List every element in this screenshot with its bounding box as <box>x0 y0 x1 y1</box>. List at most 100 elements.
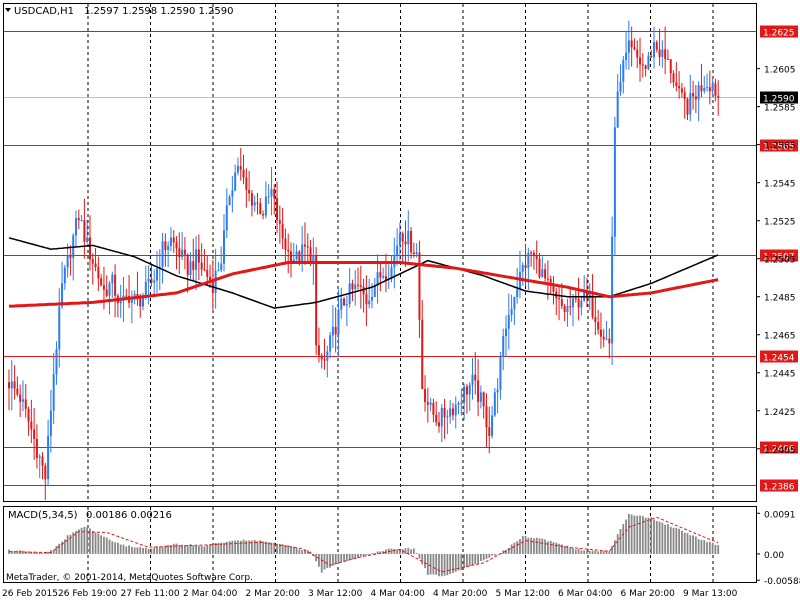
macd-bar <box>426 553 429 575</box>
candle-body <box>633 47 636 50</box>
macd-bar <box>270 542 273 554</box>
macd-bar <box>429 553 432 575</box>
candle-body <box>585 291 588 298</box>
candle-body <box>608 338 611 344</box>
candle-body <box>711 83 714 92</box>
macd-bar <box>507 547 510 554</box>
macd-bar <box>111 541 114 554</box>
candle-body <box>77 218 80 221</box>
macd-label: MACD(5,34,5) <box>8 510 78 521</box>
macd-bar <box>694 536 697 554</box>
candle-body <box>510 308 513 315</box>
candle-body <box>404 241 407 245</box>
candle-body <box>245 177 248 190</box>
candle-body <box>340 298 343 310</box>
macd-bar <box>301 550 304 554</box>
candle-body <box>326 351 329 361</box>
macd-bar <box>706 542 708 554</box>
candle-body <box>125 295 128 297</box>
macd-bar <box>491 553 493 556</box>
macd-bar <box>569 547 572 554</box>
macd-bar <box>466 553 468 568</box>
candle-body <box>666 59 669 61</box>
macd-bar <box>72 532 75 554</box>
candle-body <box>627 40 630 53</box>
macd-bar <box>116 542 119 554</box>
candle-body <box>689 93 692 115</box>
candle-body <box>664 49 667 60</box>
macd-bar <box>290 546 292 554</box>
macd-bar <box>94 532 97 554</box>
macd-bar <box>627 513 630 554</box>
candle-body <box>147 278 150 282</box>
candle-body <box>658 49 661 57</box>
candle-body <box>396 245 399 256</box>
candle-body <box>267 196 270 198</box>
time-axis: 26 Feb 2015 26 Feb 19:00 27 Feb 11:00 2 Mar… <box>2 589 738 599</box>
macd-bar <box>38 552 41 554</box>
candle-body <box>613 127 616 237</box>
candle-body <box>312 255 315 264</box>
candle-body <box>343 298 346 306</box>
macd-bar <box>156 546 158 554</box>
level-price-tag <box>760 139 798 152</box>
triangle-down-icon[interactable] <box>5 8 11 12</box>
macd-bar <box>242 539 245 554</box>
candle-body <box>384 276 387 281</box>
level-price-label: 1.2386 <box>763 483 795 493</box>
candle-body <box>248 189 251 194</box>
candle-body <box>641 64 644 66</box>
candle-body <box>583 291 586 301</box>
candle-body <box>652 42 655 58</box>
macd-bar <box>150 548 153 554</box>
time-tick-label: 2 Mar 20:00 <box>246 589 301 599</box>
macd-bar <box>362 553 365 557</box>
candle-body <box>13 381 16 389</box>
macd-bar <box>281 544 284 554</box>
macd-bar <box>538 538 541 554</box>
candle-body <box>301 244 304 262</box>
candle-body <box>100 278 103 286</box>
macd-bar <box>351 553 354 560</box>
candle-body <box>178 248 181 258</box>
macd-bar <box>477 553 479 564</box>
macd-bar <box>262 541 264 554</box>
price-tick-label: 1.2585 <box>764 104 796 114</box>
candle-body <box>203 269 206 271</box>
macd-bar <box>142 548 144 554</box>
macd-bar <box>622 524 625 554</box>
candle-body <box>317 345 320 356</box>
candle-body <box>278 220 281 224</box>
candle-body <box>636 49 639 58</box>
candle-body <box>183 249 186 255</box>
macd-bar <box>407 547 410 554</box>
macd-bar <box>661 522 664 554</box>
macd-bar <box>586 550 588 554</box>
macd-bar <box>454 553 457 572</box>
macd-bar <box>583 550 586 554</box>
macd-bar <box>485 553 488 559</box>
candle-body <box>647 55 650 69</box>
candle-body <box>558 298 561 300</box>
price-tick-label: 1.2605 <box>764 66 796 76</box>
macd-bar <box>27 551 30 554</box>
macd-bar <box>139 547 142 554</box>
macd-bar <box>449 553 452 574</box>
symbol-label: USDCAD,H1 <box>14 6 74 17</box>
macd-bar <box>153 547 156 554</box>
candle-body <box>242 169 245 178</box>
candle-body <box>133 294 136 298</box>
candle-body <box>639 57 642 65</box>
macd-bar <box>502 550 505 554</box>
candle-body <box>169 237 172 246</box>
macd-bar <box>348 553 351 561</box>
macd-bar <box>248 540 251 554</box>
macd-bar <box>295 548 298 554</box>
candle-body <box>518 271 521 290</box>
macd-bar <box>493 553 496 556</box>
macd-bar <box>200 546 203 554</box>
candle-body <box>236 165 239 173</box>
candle-body <box>412 252 415 254</box>
candle-body <box>337 309 340 335</box>
